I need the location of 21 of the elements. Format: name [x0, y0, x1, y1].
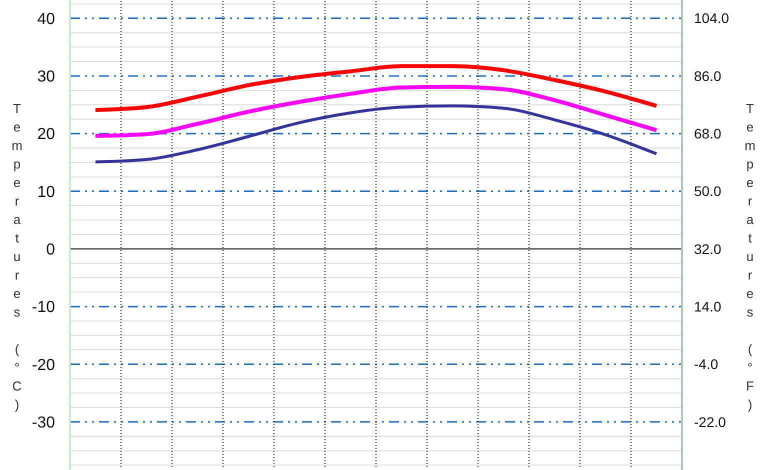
y2-tick-label: -22.0	[694, 414, 726, 430]
y-axis-title: Temperatures (°C)	[10, 100, 24, 416]
y-tick-label: -10	[32, 299, 56, 316]
line-series	[94, 104, 658, 164]
y-tick-label: 0	[46, 242, 56, 259]
y2-tick-label: 32.0	[694, 240, 722, 257]
y2-axis-title: Temperatures (°F)	[742, 100, 758, 416]
y2-tick-label: 86.0	[694, 68, 722, 84]
y-tick-label: -30	[32, 414, 56, 432]
y2-tick-label: 50.0	[694, 183, 722, 200]
line-series	[94, 84, 658, 138]
y2-tick-label: -4.0	[694, 356, 718, 372]
y2-tick-label: 14.0	[694, 298, 722, 314]
y-tick-label: 20	[37, 126, 56, 144]
y-tick-label: 30	[37, 68, 56, 86]
y-tick-label: -20	[32, 356, 56, 374]
line-series	[94, 64, 658, 112]
y-tick-label: 40	[37, 10, 56, 28]
y2-tick-label: 68.0	[694, 126, 722, 142]
y2-tick-label: 104.0	[694, 10, 730, 26]
y-tick-label: 10	[37, 184, 56, 201]
